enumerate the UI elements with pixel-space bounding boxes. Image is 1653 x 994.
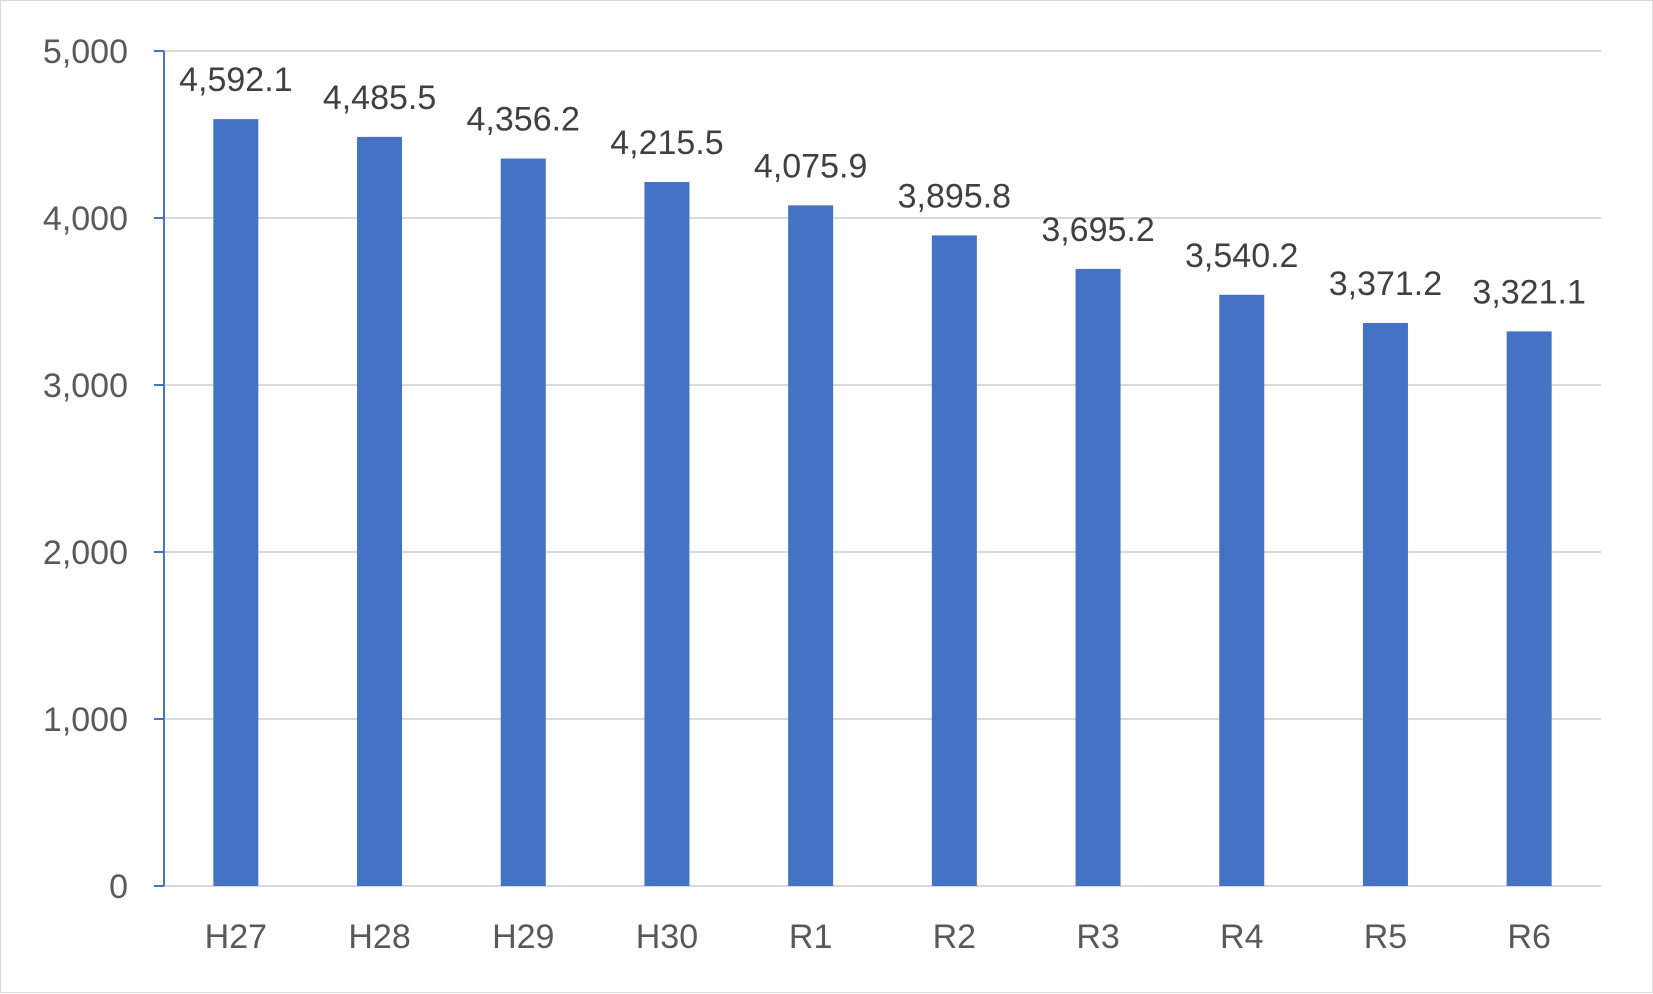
bar-r5 — [1362, 323, 1408, 886]
bars — [213, 119, 1552, 887]
data-label: 4,215.5 — [610, 124, 723, 162]
bar-r1 — [788, 205, 834, 886]
data-label: 3,540.2 — [1185, 237, 1298, 275]
bar-r6 — [1506, 331, 1552, 886]
x-tick-labels: H27 H28 H29 H30 R1 R2 R3 R4 R5 R6 — [205, 918, 1551, 956]
x-tick-label: R6 — [1507, 918, 1550, 956]
x-tick-label: H30 — [636, 918, 698, 956]
y-tick-labels: 0 1,000 2,000 3,000 4,000 5,000 — [43, 33, 128, 906]
data-label: 4,075.9 — [754, 147, 867, 185]
y-tick-label: 5,000 — [43, 33, 128, 71]
bar-h30 — [644, 182, 690, 887]
x-tick-label: R3 — [1076, 918, 1119, 956]
data-label: 3,895.8 — [898, 177, 1011, 215]
data-label: 4,485.5 — [323, 79, 436, 117]
data-labels: 4,592.1 4,485.5 4,356.2 4,215.5 4,075.9 3,895… — [179, 61, 1586, 311]
bar-h28 — [357, 136, 403, 886]
gridlines — [164, 50, 1601, 887]
x-tick-label: H29 — [492, 918, 554, 956]
bar-r2 — [931, 235, 977, 887]
data-label: 3,321.1 — [1472, 273, 1585, 311]
y-tick-label: 2,000 — [43, 534, 128, 572]
x-tick-label: R1 — [789, 918, 832, 956]
x-tick-label: H27 — [205, 918, 267, 956]
data-label: 4,356.2 — [467, 101, 580, 139]
data-label: 3,371.2 — [1329, 265, 1442, 303]
data-label: 4,592.1 — [179, 61, 292, 99]
x-tick-label: H28 — [348, 918, 410, 956]
x-tick-label: R4 — [1220, 918, 1263, 956]
y-tick-label: 1,000 — [43, 701, 128, 739]
y-tick-label: 3,000 — [43, 367, 128, 405]
y-axis — [154, 50, 165, 887]
x-tick-label: R5 — [1364, 918, 1407, 956]
bar-h29 — [500, 158, 546, 887]
bar-h27 — [213, 119, 259, 886]
y-tick-label: 4,000 — [43, 200, 128, 238]
data-label: 3,695.2 — [1041, 211, 1154, 249]
y-tick-label: 0 — [109, 868, 128, 906]
bar-r4 — [1219, 294, 1265, 886]
x-tick-label: R2 — [933, 918, 976, 956]
bar-r3 — [1075, 268, 1121, 886]
